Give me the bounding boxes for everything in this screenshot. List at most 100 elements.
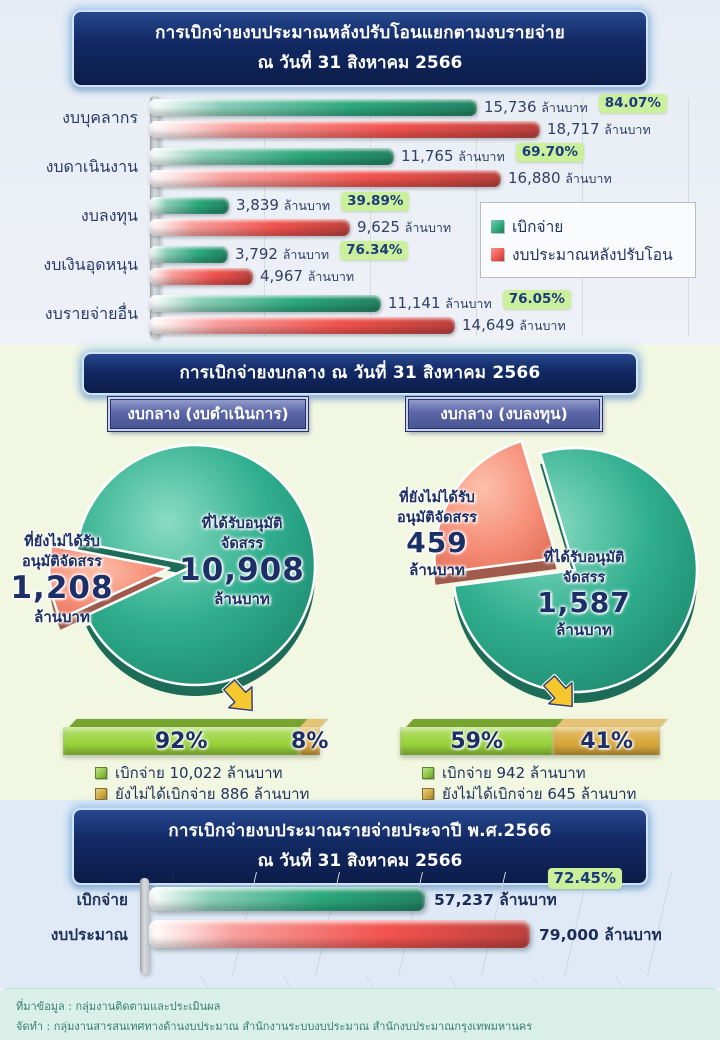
stacked-bar-investment-wrap: 59% 41% <box>400 719 668 759</box>
chart1-category-row: งบเงินอุดหนุน 3,792 ล้านบาท 76.34% 4,967 ล้… <box>0 241 720 290</box>
stacked-legend-swatch <box>422 766 434 779</box>
bar-disbursed <box>149 246 228 263</box>
stacked-legend-swatch <box>422 787 434 800</box>
stacked-legend-item: ยังไม่ได้เบิกจ่าย 886 ล้านบาท <box>95 783 309 804</box>
chart3-percent-badge: 72.45% <box>547 868 622 889</box>
chart1-category-row: งบดาเนินงาน 11,765 ล้านบาท 69.70% 16,880 ล้… <box>0 143 720 192</box>
pie-investment-approved-label: ที่ได้รับอนุมัติ จัดสรร 1,587 ล้านบาท <box>520 549 648 642</box>
stacked-legend-swatch <box>95 766 107 779</box>
subheader-investment: งบกลาง (งบลงทุน) <box>405 396 603 432</box>
bar-budget <box>149 121 540 138</box>
section3-title: การเบิกจ่ายงบประมาณรายจ่ายประจาปี พ.ศ.25… <box>168 821 552 841</box>
stacked-segment-label: 41% <box>580 728 634 754</box>
chart1-legend: เบิกจ่าย งบประมาณหลังปรับโอน <box>480 202 696 278</box>
section1-title: การเบิกจ่ายงบประมาณหลังปรับโอนแยกตามงบรา… <box>155 23 565 43</box>
chart3-value-budget: 79,000 ล้านบาท <box>539 925 662 944</box>
stacked-segment: 8% <box>291 727 328 755</box>
chart3-bar-budget <box>149 920 530 948</box>
chart1-category-label: งบดาเนินงาน <box>45 157 138 176</box>
stacked-legend-item: ยังไม่ได้เบิกจ่าย 645 ล้านบาท <box>422 783 636 804</box>
percent-badge: 39.89% <box>341 192 410 211</box>
chart3-bar-disbursed <box>149 887 425 911</box>
pie-operating-column: ที่ยังไม่ได้รับ อนุมัติจัดสรร 1,208 ล้าน… <box>0 437 360 803</box>
footer: ที่มาข้อมูล : กลุ่มงานติดตามและประเมินผล… <box>0 988 720 1040</box>
stacked-segment-label: 59% <box>450 728 504 754</box>
bar-value-label: 3,839 ล้านบาท <box>236 195 331 214</box>
bar-disbursed <box>149 148 394 165</box>
bar-disbursed <box>149 197 229 214</box>
stacked-bar-operating: 92% 8% <box>63 727 328 755</box>
pie-investment-pending-label: ที่ยังไม่ได้รับ อนุมัติจัดสรร 459 ล้านบา… <box>378 489 496 582</box>
legend-item-disbursed: เบิกจ่าย <box>491 212 685 240</box>
section-central-budget: การเบิกจ่ายงบกลาง ณ วันที่ 31 สิงหาคม 25… <box>0 345 720 803</box>
footer-source: ที่มาข้อมูล : กลุ่มงานติดตามและประเมินผล <box>16 1000 221 1013</box>
section2-header: การเบิกจ่ายงบกลาง ณ วันที่ 31 สิงหาคม 25… <box>82 352 638 395</box>
stacked-legend-operating: เบิกจ่าย 10,022 ล้านบาทยังไม่ได้เบิกจ่าย… <box>95 762 309 804</box>
stacked-segment-label: 8% <box>291 728 329 754</box>
percent-badge: 84.07% <box>598 94 667 113</box>
chart3-rows: เบิกจ่าย 57,237 ล้านบาท งบประมาณ 79,000 … <box>0 882 720 952</box>
pie-operating-pending-label: ที่ยังไม่ได้รับ อนุมัติจัดสรร 1,208 ล้าน… <box>6 533 118 629</box>
chart3-row-disbursed: เบิกจ่าย 57,237 ล้านบาท <box>0 882 720 916</box>
pie-slice-approved <box>452 446 699 694</box>
chart-annual-summary: เบิกจ่าย 57,237 ล้านบาท งบประมาณ 79,000 … <box>0 868 720 1002</box>
section-by-expenditure: การเบิกจ่ายงบประมาณหลังปรับโอนแยกตามงบรา… <box>0 0 720 345</box>
bar-value-label: 3,792 ล้านบาท <box>235 244 330 263</box>
bar-value-label: 18,717 ล้านบาท <box>547 119 651 138</box>
stacked-legend-investment: เบิกจ่าย 942 ล้านบาท ยังไม่ได้เบิกจ่าย 64… <box>422 762 636 804</box>
pie-investment-pending-value: 459 <box>406 526 468 560</box>
legend-label-budget: งบประมาณหลังปรับโอน <box>512 245 673 264</box>
legend-item-budget: งบประมาณหลังปรับโอน <box>491 240 685 268</box>
down-right-arrow-icon <box>541 674 575 709</box>
bar-value-label: 11,765 ล้านบาท <box>401 146 505 165</box>
bar-value-label: 15,736 ล้านบาท <box>484 97 588 116</box>
subheader-operating: งบกลาง (งบดำเนินการ) <box>107 396 309 432</box>
bar-value-label: 11,141 ล้านบาท <box>388 293 492 312</box>
chart1-category-row: งบรายจ่ายอื่น 11,141 ล้านบาท 76.05% 14,649 … <box>0 290 720 339</box>
pie-operating-chart <box>47 443 317 697</box>
stacked-segment: 59% <box>400 727 554 755</box>
pie-investment-chart <box>433 439 699 704</box>
chart1-category-label: งบลงทุน <box>80 206 138 225</box>
pie-slice-approved <box>75 443 317 687</box>
chart1-category-label: งบรายจ่ายอื่น <box>44 304 138 323</box>
bar-value-label: 16,880 ล้านบาท <box>508 168 612 187</box>
stacked-bar-operating-topface <box>69 719 328 727</box>
down-right-arrow-icon <box>221 678 255 713</box>
stacked-segment: 41% <box>553 727 660 755</box>
bar-disbursed <box>149 99 477 116</box>
pie-operating-approved-value: 10,908 <box>179 552 305 589</box>
stacked-legend-text: เบิกจ่าย 942 ล้านบาท <box>442 763 586 782</box>
bar-value-label: 9,625 ล้านบาท <box>357 217 452 236</box>
percent-badge: 76.05% <box>502 290 571 309</box>
section-annual-summary: การเบิกจ่ายงบประมาณรายจ่ายประจาปี พ.ศ.25… <box>0 800 720 1002</box>
bar-budget <box>149 170 501 187</box>
stacked-bar-investment: 59% 41% <box>400 727 660 755</box>
pie-slice-pending <box>47 544 171 621</box>
chart1-category-label: งบเงินอุดหนุน <box>43 255 138 274</box>
stacked-legend-item: เบิกจ่าย 10,022 ล้านบาท <box>95 762 309 783</box>
section2-title: การเบิกจ่ายงบกลาง ณ วันที่ 31 สิงหาคม 25… <box>179 363 541 383</box>
bar-budget <box>149 268 253 285</box>
stacked-legend-item: เบิกจ่าย 942 ล้านบาท <box>422 762 636 783</box>
chart1-axis-wall <box>150 96 159 338</box>
pie-operating-approved-label: ที่ได้รับอนุมัติ จัดสรร 10,908 ล้านบาท <box>179 516 305 608</box>
legend-label-disbursed: เบิกจ่าย <box>512 217 564 236</box>
pie-investment-column: ที่ยังไม่ได้รับ อนุมัติจัดสรร 459 ล้านบา… <box>360 437 720 803</box>
section3-subtitle: ณ วันที่ 31 สิงหาคม 2566 <box>257 851 463 871</box>
chart3-percent-badge-wrap: 72.45% <box>544 868 622 889</box>
section1-subtitle: ณ วันที่ 31 สิงหาคม 2566 <box>257 53 463 73</box>
chart1-category-label: งบบุคลากร <box>62 108 138 127</box>
stacked-legend-text: ยังไม่ได้เบิกจ่าย 886 ล้านบาท <box>115 784 310 803</box>
pie-columns: ที่ยังไม่ได้รับ อนุมัติจัดสรร 1,208 ล้าน… <box>0 437 720 803</box>
stacked-bar-operating-wrap: 92% 8% <box>63 719 328 759</box>
bar-budget <box>149 317 455 334</box>
pie-slice-pending <box>433 439 558 575</box>
legend-swatch-disbursed <box>491 219 504 233</box>
legend-swatch-budget <box>491 247 504 261</box>
chart3-label-budget: งบประมาณ <box>50 925 128 944</box>
pie-investment-area: ที่ยังไม่ได้รับ อนุมัติจัดสรร 459 ล้านบา… <box>360 437 720 709</box>
stacked-legend-text: เบิกจ่าย 10,022 ล้านบาท <box>115 763 283 782</box>
stacked-bar-investment-topface <box>406 719 668 727</box>
